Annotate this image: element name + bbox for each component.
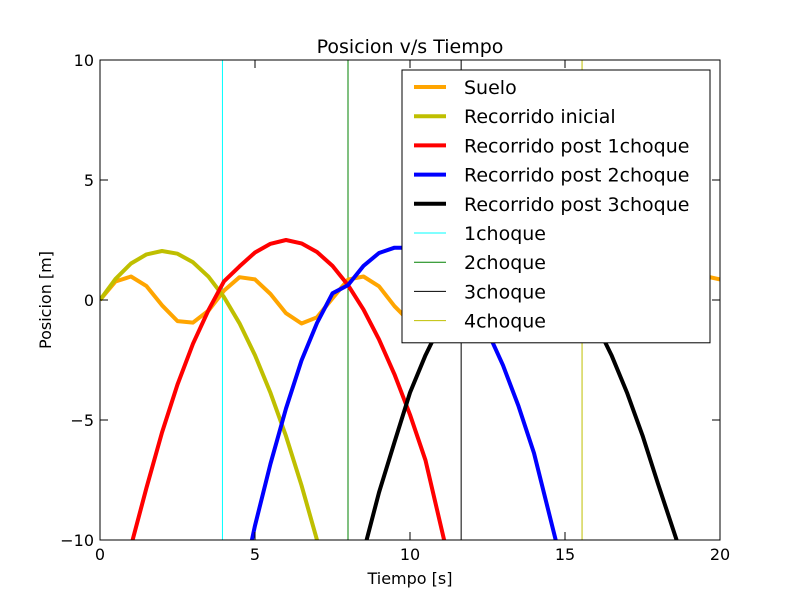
- x-axis-label: Tiempo [s]: [366, 569, 452, 588]
- series-line-4: [249, 245, 558, 540]
- legend-label: 2choque: [464, 252, 546, 274]
- x-tick-label: 10: [400, 545, 420, 564]
- legend-label: Recorrido post 3choque: [464, 194, 689, 216]
- y-tick-label: 5: [84, 171, 94, 190]
- y-tick-label: 0: [84, 291, 94, 310]
- legend-label: Suelo: [464, 77, 517, 99]
- legend-label: Recorrido inicial: [464, 106, 616, 128]
- y-tick-label: 10: [74, 51, 94, 70]
- legend-label: 3choque: [464, 281, 546, 303]
- x-tick-label: 20: [710, 545, 730, 564]
- legend-label: Recorrido post 2choque: [464, 165, 689, 187]
- x-tick-label: 15: [555, 545, 575, 564]
- legend-label: Recorrido post 1choque: [464, 135, 689, 157]
- chart-title: Posicion v/s Tiempo: [317, 36, 504, 58]
- legend-frame: [401, 69, 711, 344]
- y-axis-label: Posicion [m]: [36, 251, 55, 349]
- series-line-3: [130, 238, 447, 540]
- legend-label: 4choque: [464, 311, 546, 333]
- ticks-layer: 0 5 10 15 20 −10 −5 0 5 10: [60, 51, 730, 564]
- x-tick-label: 5: [250, 545, 260, 564]
- y-tick-label: −5: [70, 411, 94, 430]
- x-tick-label: 0: [95, 545, 105, 564]
- legend-label: 1choque: [464, 223, 546, 245]
- legend: Suelo Recorrido inicial Recorrido post 1ch…: [401, 69, 711, 344]
- y-tick-label: −10: [60, 531, 94, 550]
